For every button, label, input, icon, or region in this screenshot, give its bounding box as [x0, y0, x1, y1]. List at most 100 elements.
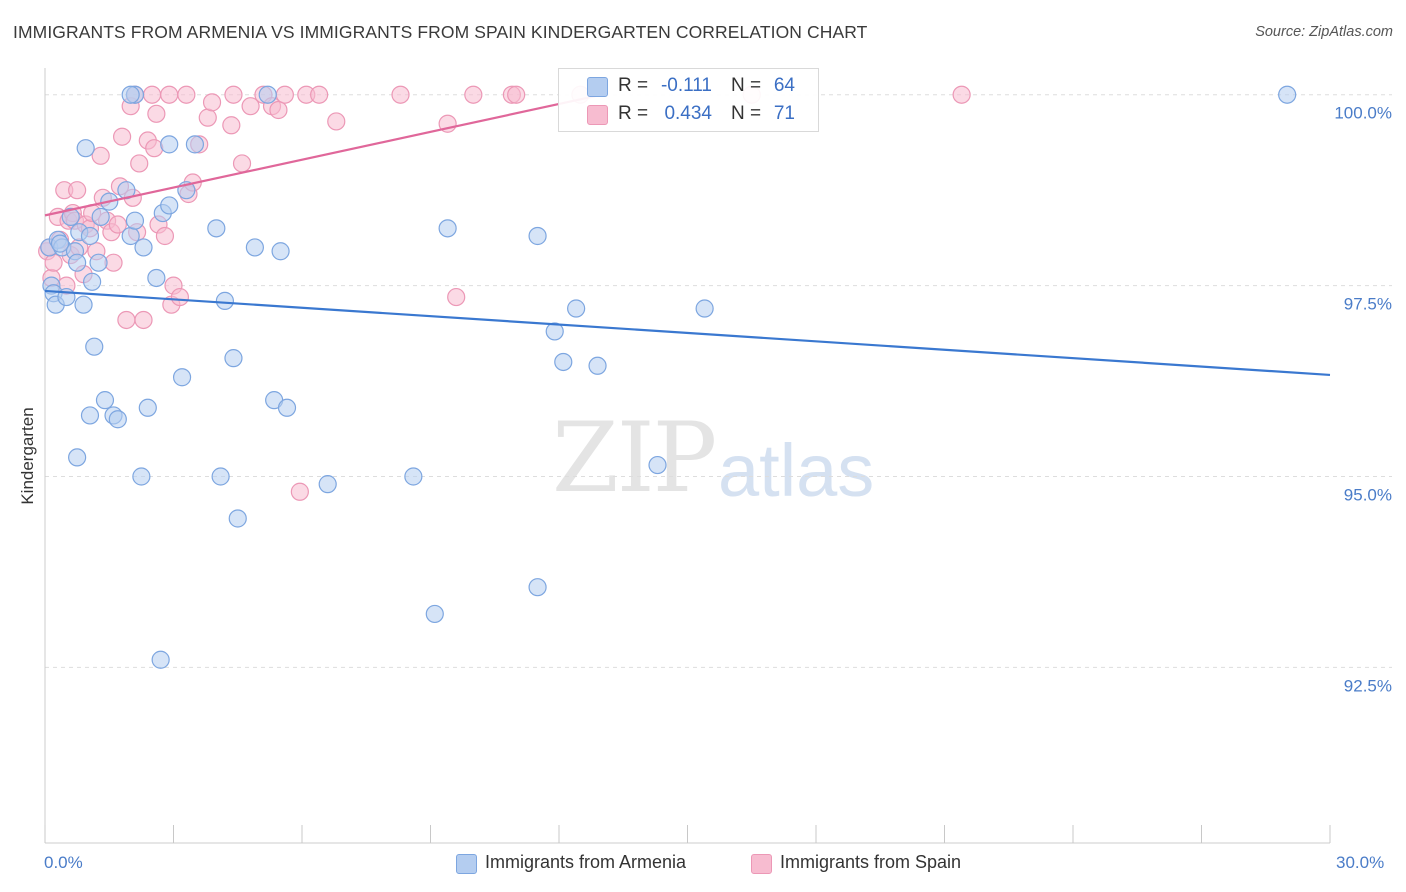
armenia-point-34 — [160, 196, 179, 215]
y-tick-label-2: 95.0% — [1344, 485, 1392, 504]
armenia-point-9 — [68, 253, 87, 272]
armenia-point-49 — [318, 475, 337, 494]
spain-point-3 — [44, 253, 63, 272]
spain-point-55 — [269, 100, 288, 120]
armenia-point-50 — [404, 467, 423, 486]
source-label: Source: ZipAtlas.com — [1255, 24, 1393, 40]
armenia-point-18 — [95, 391, 115, 410]
x-tick-label-min: 0.0% — [44, 853, 83, 872]
series-spain-points — [38, 85, 971, 501]
spain-point-62 — [447, 287, 466, 307]
armenia-point-39 — [207, 219, 226, 238]
spain-point-48 — [202, 93, 222, 112]
spain-point-27 — [117, 310, 136, 330]
armenia-point-12 — [76, 139, 95, 158]
spain-point-26 — [112, 127, 132, 146]
spain-legend-label: Immigrants from Spain — [780, 852, 962, 872]
spain-point-12 — [68, 181, 87, 200]
armenia-point-25 — [121, 85, 140, 104]
spain-point-52 — [241, 97, 260, 116]
spain-point-49 — [222, 116, 241, 135]
legend-row-spain: R = 0.434 N = 71 — [559, 100, 818, 128]
spain-point-39 — [160, 85, 179, 104]
armenia-point-44 — [258, 85, 277, 104]
armenia-point-41 — [224, 349, 243, 368]
armenia-point-42 — [228, 509, 247, 528]
armenia-point-47 — [277, 398, 297, 417]
armenia-point-57 — [567, 299, 586, 318]
armenia-point-52 — [438, 219, 457, 238]
n-value: 71 — [773, 103, 795, 124]
spain-point-38 — [155, 226, 175, 246]
armenia-point-28 — [132, 467, 151, 486]
spain-point-34 — [142, 85, 162, 104]
armenia-legend-swatch — [456, 854, 477, 874]
y-tick-label-0: 100.0% — [1334, 104, 1392, 123]
spain-point-63 — [464, 85, 483, 104]
armenia-point-46 — [271, 242, 290, 261]
armenia-point-32 — [151, 650, 170, 669]
armenia-point-43 — [245, 238, 264, 257]
spain-point-32 — [134, 310, 153, 330]
spain-point-42 — [170, 287, 190, 307]
armenia-point-30 — [138, 398, 157, 417]
spain-point-66 — [290, 482, 309, 501]
armenia-point-11 — [74, 295, 93, 314]
armenia-point-21 — [68, 448, 87, 467]
watermark-zip: ZIP — [552, 402, 717, 514]
armenia-point-48 — [211, 467, 230, 486]
spain-point-36 — [147, 104, 166, 123]
y-tick-label-1: 97.5% — [1344, 295, 1392, 314]
y-tick-labels: 100.0% 97.5% 95.0% 92.5% — [1334, 104, 1392, 696]
armenia-point-7 — [61, 207, 80, 226]
r-value: -0.111 — [660, 75, 712, 96]
y-tick-label-3: 92.5% — [1344, 676, 1392, 695]
armenia-point-40 — [215, 291, 234, 310]
armenia-point-16 — [91, 207, 110, 226]
n-value: 64 — [773, 75, 795, 96]
watermark-atlas: atlas — [718, 429, 875, 512]
r-value: 0.434 — [664, 103, 712, 124]
series-armenia-points — [40, 85, 1297, 669]
armenia-point-35 — [160, 135, 179, 154]
legend-row-armenia: R = -0.111 N = 64 — [559, 72, 818, 100]
correlation-legend: R = -0.111 N = 64 R = 0.434 N = 71 — [558, 68, 819, 132]
spain-point-60 — [391, 85, 410, 104]
chart-title: IMMIGRANTS FROM ARMENIA VS IMMIGRANTS FR… — [13, 22, 868, 42]
spain-point-65 — [507, 85, 526, 104]
spain-legend-swatch — [751, 854, 772, 874]
spain-point-31 — [130, 154, 149, 173]
armenia-point-62 — [50, 234, 70, 253]
spain-point-19 — [91, 146, 110, 165]
armenia-legend-label: Immigrants from Armenia — [485, 852, 687, 872]
spain-swatch — [587, 105, 608, 125]
n-label: N = — [731, 103, 762, 124]
grid-layer — [45, 94, 1392, 668]
armenia-point-29 — [134, 238, 153, 257]
x-tick-label-max: 30.0% — [1336, 853, 1385, 872]
spain-point-35 — [145, 139, 164, 158]
armenia-point-58 — [588, 356, 607, 375]
armenia-trendline — [44, 289, 1331, 377]
armenia-point-15 — [89, 253, 108, 272]
armenia-point-61 — [1278, 85, 1297, 104]
armenia-point-60 — [695, 299, 714, 318]
spain-trendline — [44, 93, 603, 217]
spain-point-58 — [310, 85, 329, 104]
armenia-point-56 — [554, 352, 573, 372]
spain-point-43 — [177, 85, 196, 104]
n-label: N = — [731, 75, 762, 96]
armenia-point-54 — [528, 578, 547, 597]
armenia-point-22 — [108, 410, 127, 429]
trend-layer — [44, 93, 1331, 377]
spain-point-51 — [232, 154, 252, 173]
armenia-point-38 — [185, 135, 205, 154]
spain-point-24 — [108, 215, 127, 234]
r-label: R = — [618, 75, 649, 96]
armenia-point-14 — [85, 337, 104, 356]
spain-point-69 — [952, 85, 971, 104]
armenia-point-53 — [528, 226, 547, 246]
armenia-point-20 — [80, 406, 100, 425]
armenia-point-63 — [80, 226, 100, 246]
